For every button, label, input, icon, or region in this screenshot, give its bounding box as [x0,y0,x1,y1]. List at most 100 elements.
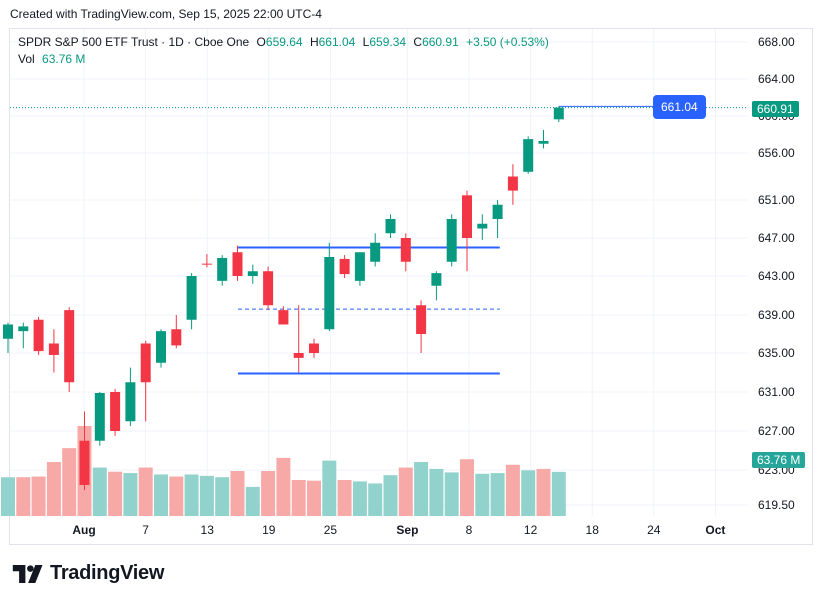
volume-bar [505,464,520,516]
x-tick-label: 19 [262,523,276,537]
volume-bar [199,475,214,516]
hover-price-tag: 661.04 [653,95,706,119]
volume-bar [276,457,291,516]
volume-bar [337,480,352,516]
x-tick-label: 12 [524,523,538,537]
y-tick-label: 639.00 [758,308,795,322]
volume-bar [429,468,444,516]
volume-bar [16,477,31,516]
chart-frame [9,28,813,545]
y-tick-label: 651.00 [758,193,795,207]
volume-tag: 63.76 M [752,452,806,468]
y-tick-label: 627.00 [758,424,795,438]
volume-bar [230,471,245,516]
x-tick-label: Aug [72,523,95,537]
y-tick-label: 631.00 [758,385,795,399]
volume-bar [138,467,153,516]
last-price-tag: 660.91 [752,101,799,117]
tradingview-logo[interactable]: TradingView [12,562,164,585]
candle-body [186,276,197,320]
tradingview-mark-icon [12,564,43,583]
legend-price-row: SPDR S&P 500 ETF Trust · 1D · Cboe One O… [18,34,549,51]
volume-bar [536,468,551,516]
candle-body [48,343,59,355]
x-tick-label: 18 [586,523,600,537]
x-tick-label: Oct [705,523,725,537]
candle-body [400,238,411,262]
y-tick-label: 656.00 [758,146,795,160]
volume-bar [322,460,337,516]
candle-body [462,195,472,238]
candle-body [446,219,457,262]
candle-body [217,257,228,281]
y-tick-label: 643.00 [758,269,795,283]
candle-body [492,204,503,219]
candle-body [278,310,289,325]
volume-bar [414,462,429,516]
y-tick-label: 635.00 [758,346,795,360]
volume-bar [154,474,168,516]
legend-high-label: H [309,35,319,49]
candle-body [247,271,258,276]
candle-body [125,382,136,422]
volume-bar [1,477,15,516]
candle-body [64,310,75,383]
legend-change: +3.50 (+0.53%) [466,35,549,49]
y-tick-label: 668.00 [758,35,795,49]
legend-close-value: 660.91 [422,35,459,49]
volume-bar [551,471,566,516]
y-tick-label: 664.00 [758,72,795,86]
volume-bar [245,486,260,516]
x-tick-label: 25 [324,523,338,537]
candle-body [263,271,274,306]
x-tick-label: 24 [647,523,661,537]
tradingview-brand-name: TradingView [50,562,165,584]
volume-bar [46,462,61,516]
volume-bar [92,467,107,516]
candle-body [477,223,488,229]
volume-bar [169,476,184,516]
volume-bar [184,474,199,516]
candle-body [232,252,243,276]
x-tick-label: 7 [142,523,149,537]
candle-body [3,324,13,339]
candle-body [416,305,427,334]
legend-vol-value: 63.76 M [42,52,86,66]
legend-open-value: 659.64 [265,35,303,49]
volume-bar [123,473,138,516]
volume-bar [490,473,505,516]
legend-symbol: SPDR S&P 500 ETF Trust · 1D · Cboe One [18,35,250,49]
candle-body [94,392,105,441]
candle-body [18,326,29,332]
volume-bar [31,476,46,516]
candle-body [553,107,564,120]
candle-body [293,353,304,358]
created-with-text: Created with TradingView.com, Sep 15, 20… [10,7,322,21]
volume-bar [215,477,230,516]
candle-body [385,219,396,234]
volume-bar [62,448,77,516]
candle-body [201,263,212,265]
candle-body [140,343,151,383]
chart-legend: SPDR S&P 500 ETF Trust · 1D · Cboe One O… [18,34,549,68]
x-tick-label: 13 [201,523,215,537]
candle-body [79,440,90,485]
legend-volume-row: Vol 63.76 M [18,51,549,68]
volume-bar [521,470,536,516]
volume-bar [383,475,398,516]
legend-open-label: O [256,35,266,49]
candle-body [370,242,381,262]
candle-body [33,319,44,352]
volume-bar [108,471,123,516]
candle-body [156,331,166,363]
volume-bar [261,471,276,516]
legend-low-value: 659.34 [369,35,407,49]
volume-bar [352,481,367,516]
candle-body [339,258,350,275]
volume-bar [475,473,490,516]
volume-bar [368,483,383,516]
candle-body [309,343,319,353]
candle-body [354,252,365,281]
candle-body [110,392,121,431]
